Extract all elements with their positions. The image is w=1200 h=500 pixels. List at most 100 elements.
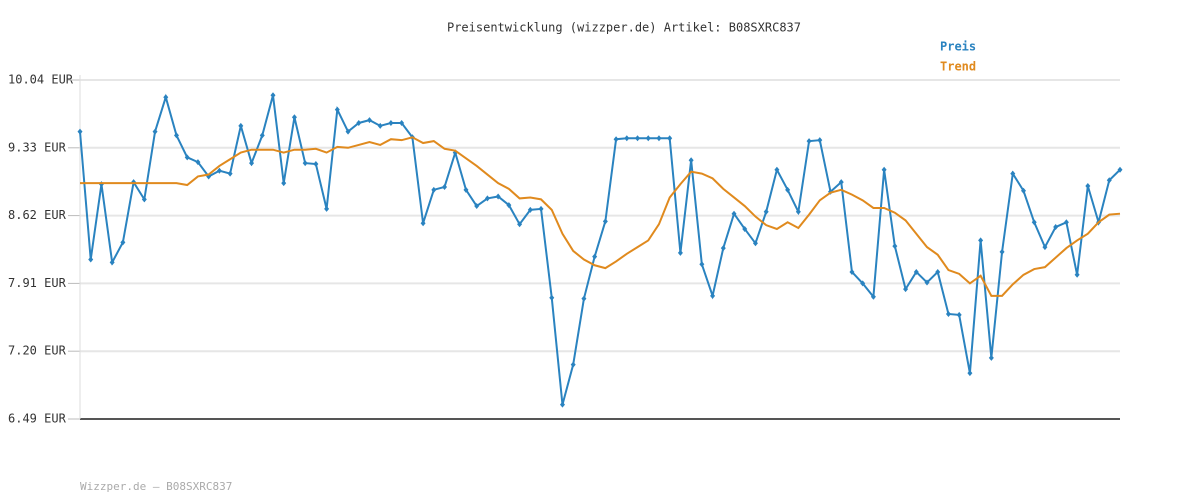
data-point	[388, 119, 394, 126]
data-point	[592, 253, 598, 260]
data-point	[431, 186, 437, 193]
data-point	[624, 135, 630, 142]
data-point	[978, 237, 984, 244]
data-point	[720, 245, 726, 252]
data-point	[774, 166, 780, 173]
data-point	[291, 114, 297, 121]
data-point	[860, 280, 866, 287]
data-point	[903, 286, 909, 293]
data-point	[570, 361, 576, 368]
data-point	[1063, 219, 1069, 226]
data-point	[173, 132, 179, 139]
data-point	[892, 243, 898, 250]
legend-entry: Trend	[940, 60, 976, 74]
data-point	[302, 160, 308, 167]
data-point	[581, 295, 587, 302]
data-point	[1074, 271, 1080, 278]
data-point	[506, 202, 512, 209]
data-point	[538, 205, 544, 212]
data-point	[463, 186, 469, 193]
data-point	[913, 268, 919, 275]
data-point	[77, 128, 83, 135]
data-point	[945, 310, 951, 317]
data-point	[259, 132, 265, 139]
data-point	[967, 370, 973, 377]
data-point	[88, 256, 94, 263]
data-point	[613, 136, 619, 143]
data-point	[870, 293, 876, 300]
footer: Wizzper.de – B08SXRC837	[80, 480, 232, 493]
data-point	[313, 161, 319, 168]
data-point	[656, 135, 662, 142]
y-tick-label: 6.49 EUR	[8, 412, 67, 426]
data-point	[795, 208, 801, 215]
data-point	[152, 128, 158, 135]
data-point	[699, 261, 705, 268]
data-point	[742, 225, 748, 232]
data-point	[366, 117, 372, 124]
data-point	[838, 179, 844, 186]
data-point	[495, 193, 501, 200]
data-point	[527, 206, 533, 213]
data-point	[345, 128, 351, 135]
data-point	[988, 354, 994, 361]
data-point	[281, 180, 287, 187]
data-point	[1085, 182, 1091, 189]
data-point	[184, 154, 190, 161]
data-point	[1042, 244, 1048, 251]
data-point	[956, 311, 962, 318]
y-tick-label: 9.33 EUR	[8, 140, 67, 154]
data-point	[356, 119, 362, 126]
data-point	[334, 106, 340, 113]
data-point	[474, 203, 480, 210]
data-point	[442, 183, 448, 190]
data-point	[238, 122, 244, 129]
data-point	[484, 195, 490, 202]
data-point	[324, 205, 330, 212]
data-point	[999, 248, 1005, 255]
data-point	[881, 166, 887, 173]
data-point	[195, 159, 201, 166]
data-point	[227, 170, 233, 177]
data-point	[731, 210, 737, 217]
data-point	[1031, 219, 1037, 226]
data-point	[752, 240, 758, 247]
data-point	[1010, 170, 1016, 177]
data-point	[216, 167, 222, 174]
series-line	[80, 136, 1121, 297]
data-point	[817, 137, 823, 144]
data-point	[763, 208, 769, 215]
data-point	[677, 249, 683, 256]
y-tick-label: 7.20 EUR	[8, 344, 67, 358]
legend-entry: Preis	[940, 40, 976, 54]
data-point	[1117, 166, 1123, 173]
data-point	[420, 220, 426, 227]
data-point	[517, 221, 523, 228]
data-point	[249, 160, 255, 167]
data-point	[109, 259, 115, 266]
data-point	[635, 135, 641, 142]
data-point	[645, 135, 651, 142]
data-point	[141, 196, 147, 203]
data-point	[667, 135, 673, 142]
data-point	[806, 138, 812, 145]
data-point	[120, 239, 126, 246]
data-point	[710, 292, 716, 299]
data-point	[399, 119, 405, 126]
data-point	[163, 94, 169, 101]
data-point	[549, 294, 555, 301]
data-point	[924, 279, 930, 286]
data-point	[785, 186, 791, 193]
data-point	[688, 157, 694, 164]
series-line	[79, 93, 1121, 405]
y-tick-label: 10.04 EUR	[8, 73, 74, 87]
data-point	[1106, 177, 1112, 184]
data-point	[935, 268, 941, 275]
data-point	[602, 218, 608, 225]
data-point	[1021, 187, 1027, 194]
data-point	[559, 401, 565, 408]
y-tick-label: 7.91 EUR	[8, 276, 67, 290]
data-point	[377, 122, 383, 129]
